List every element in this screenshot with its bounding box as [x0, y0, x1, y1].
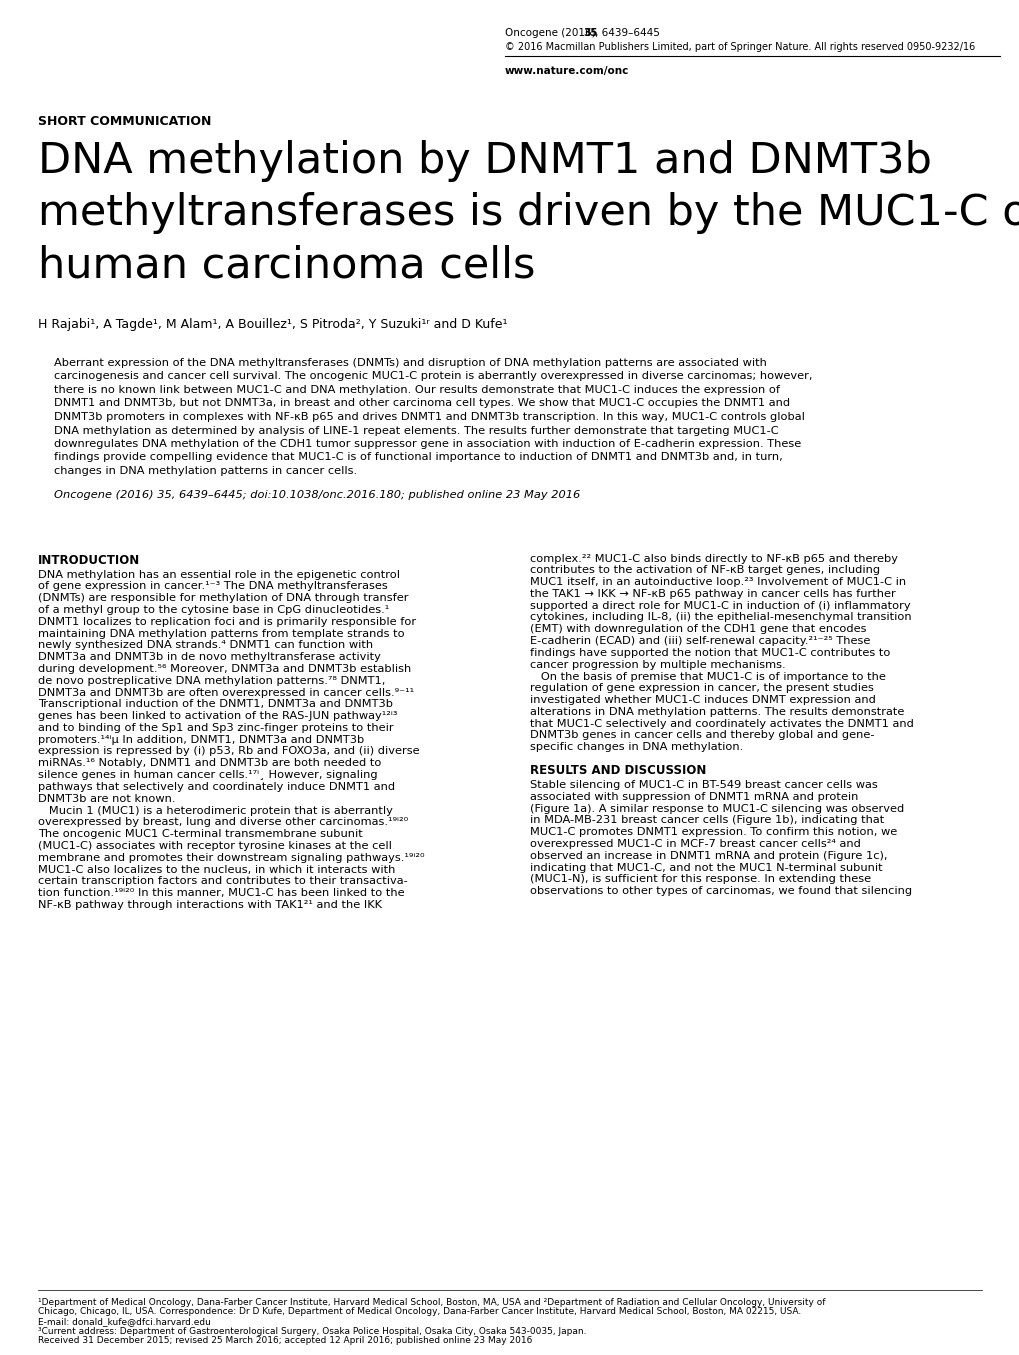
Text: Chicago, Chicago, IL, USA. Correspondence: Dr D Kufe, Department of Medical Onco: Chicago, Chicago, IL, USA. Correspondenc…	[38, 1308, 801, 1317]
Text: (Figure 1a). A similar response to MUC1-C silencing was observed: (Figure 1a). A similar response to MUC1-…	[530, 804, 904, 814]
Text: DNMT1 localizes to replication foci and is primarily responsible for: DNMT1 localizes to replication foci and …	[38, 617, 416, 627]
Text: (DNMTs) are responsible for methylation of DNA through transfer: (DNMTs) are responsible for methylation …	[38, 593, 408, 603]
Text: DNA methylation by DNMT1 and DNMT3b: DNA methylation by DNMT1 and DNMT3b	[38, 140, 931, 182]
Text: investigated whether MUC1-C induces DNMT expression and: investigated whether MUC1-C induces DNMT…	[530, 695, 875, 705]
Text: promoters.¹⁴ⁱµ In addition, DNMT1, DNMT3a and DNMT3b: promoters.¹⁴ⁱµ In addition, DNMT1, DNMT3…	[38, 734, 364, 745]
Text: alterations in DNA methylation patterns. The results demonstrate: alterations in DNA methylation patterns.…	[530, 707, 904, 717]
Text: MUC1-C promotes DNMT1 expression. To confirm this notion, we: MUC1-C promotes DNMT1 expression. To con…	[530, 828, 897, 837]
Text: H Rajabi¹, A Tagde¹, M Alam¹, A Bouillez¹, S Pitroda², Y Suzuki¹ʳ and D Kufe¹: H Rajabi¹, A Tagde¹, M Alam¹, A Bouillez…	[38, 318, 507, 331]
Text: DNMT1 and DNMT3b, but not DNMT3a, in breast and other carcinoma cell types. We s: DNMT1 and DNMT3b, but not DNMT3a, in bre…	[54, 398, 790, 408]
Text: expression is repressed by (i) p53, Rb and FOXO3a, and (ii) diverse: expression is repressed by (i) p53, Rb a…	[38, 747, 419, 756]
Text: DNMT3b are not known.: DNMT3b are not known.	[38, 794, 175, 804]
Text: (MUC1-C) associates with receptor tyrosine kinases at the cell: (MUC1-C) associates with receptor tyrosi…	[38, 841, 391, 851]
Text: SHORT COMMUNICATION: SHORT COMMUNICATION	[38, 115, 211, 127]
Text: silence genes in human cancer cells.¹⁷ⁱ¸ However, signaling: silence genes in human cancer cells.¹⁷ⁱ¸…	[38, 770, 377, 780]
Text: in MDA-MB-231 breast cancer cells (Figure 1b), indicating that: in MDA-MB-231 breast cancer cells (Figur…	[530, 816, 883, 825]
Text: membrane and promotes their downstream signaling pathways.¹⁹ⁱ²⁰: membrane and promotes their downstream s…	[38, 852, 424, 863]
Text: findings have supported the notion that MUC1-C contributes to: findings have supported the notion that …	[530, 648, 890, 659]
Text: certain transcription factors and contributes to their transactiva-: certain transcription factors and contri…	[38, 877, 408, 886]
Text: of gene expression in cancer.¹⁻³ The DNA methyltransferases: of gene expression in cancer.¹⁻³ The DNA…	[38, 581, 387, 591]
Text: cancer progression by multiple mechanisms.: cancer progression by multiple mechanism…	[530, 660, 785, 669]
Text: INTRODUCTION: INTRODUCTION	[38, 553, 141, 566]
Text: supported a direct role for MUC1-C in induction of (i) inflammatory: supported a direct role for MUC1-C in in…	[530, 600, 910, 611]
Text: there is no known link between MUC1-C and DNA methylation. Our results demonstra: there is no known link between MUC1-C an…	[54, 385, 780, 396]
Text: Mucin 1 (MUC1) is a heterodimeric protein that is aberrantly: Mucin 1 (MUC1) is a heterodimeric protei…	[38, 805, 392, 816]
Text: during development.⁵⁶ Moreover, DNMT3a and DNMT3b establish: during development.⁵⁶ Moreover, DNMT3a a…	[38, 664, 411, 673]
Text: MUC1 itself, in an autoinductive loop.²³ Involvement of MUC1-C in: MUC1 itself, in an autoinductive loop.²³…	[530, 577, 905, 587]
Text: downregulates DNA methylation of the CDH1 tumor suppressor gene in association w: downregulates DNA methylation of the CDH…	[54, 439, 801, 449]
Text: 35: 35	[583, 28, 597, 38]
Text: specific changes in DNA methylation.: specific changes in DNA methylation.	[530, 743, 743, 752]
Text: , 6439–6445: , 6439–6445	[594, 28, 659, 38]
Text: Oncogene (2016) 35, 6439–6445; doi:10.1038/onc.2016.180; published online 23 May: Oncogene (2016) 35, 6439–6445; doi:10.10…	[54, 489, 580, 500]
Text: observed an increase in DNMT1 mRNA and protein (Figure 1c),: observed an increase in DNMT1 mRNA and p…	[530, 851, 887, 860]
Text: findings provide compelling evidence that MUC1-C is of functional importance to : findings provide compelling evidence tha…	[54, 453, 782, 462]
Text: E-cadherin (ECAD) and (iii) self-renewal capacity.²¹⁻²⁵ These: E-cadherin (ECAD) and (iii) self-renewal…	[530, 635, 869, 646]
Text: DNA methylation as determined by analysis of LINE-1 repeat elements. The results: DNA methylation as determined by analysi…	[54, 425, 777, 435]
Text: complex.²² MUC1-C also binds directly to NF-κB p65 and thereby: complex.²² MUC1-C also binds directly to…	[530, 553, 897, 564]
Text: indicating that MUC1-C, and not the MUC1 N-terminal subunit: indicating that MUC1-C, and not the MUC1…	[530, 863, 881, 873]
Text: NF-κB pathway through interactions with TAK1²¹ and the IKK: NF-κB pathway through interactions with …	[38, 900, 382, 911]
Text: contributes to the activation of NF-κB target genes, including: contributes to the activation of NF-κB t…	[530, 565, 879, 576]
Text: de novo postreplicative DNA methylation patterns.⁷⁸ DNMT1,: de novo postreplicative DNA methylation …	[38, 676, 385, 686]
Text: DNMT3a and DNMT3b in de novo methyltransferase activity: DNMT3a and DNMT3b in de novo methyltrans…	[38, 652, 380, 663]
Text: the TAK1 → IKK → NF-κB p65 pathway in cancer cells has further: the TAK1 → IKK → NF-κB p65 pathway in ca…	[530, 589, 895, 599]
Text: Oncogene (2016): Oncogene (2016)	[504, 28, 598, 38]
Text: maintaining DNA methylation patterns from template strands to: maintaining DNA methylation patterns fro…	[38, 629, 405, 638]
Text: overexpressed by breast, lung and diverse other carcinomas.¹⁹ⁱ²⁰: overexpressed by breast, lung and divers…	[38, 817, 408, 828]
Text: associated with suppression of DNMT1 mRNA and protein: associated with suppression of DNMT1 mRN…	[530, 791, 858, 802]
Text: overexpressed MUC1-C in MCF-7 breast cancer cells²⁴ and: overexpressed MUC1-C in MCF-7 breast can…	[530, 839, 860, 850]
Text: Received 31 December 2015; revised 25 March 2016; accepted 12 April 2016; publis: Received 31 December 2015; revised 25 Ma…	[38, 1336, 532, 1346]
Text: miRNAs.¹⁶ Notably, DNMT1 and DNMT3b are both needed to: miRNAs.¹⁶ Notably, DNMT1 and DNMT3b are …	[38, 759, 381, 768]
Text: tion function.¹⁹ⁱ²⁰ In this manner, MUC1-C has been linked to the: tion function.¹⁹ⁱ²⁰ In this manner, MUC1…	[38, 888, 405, 898]
Text: regulation of gene expression in cancer, the present studies: regulation of gene expression in cancer,…	[530, 683, 873, 694]
Text: On the basis of premise that MUC1-C is of importance to the: On the basis of premise that MUC1-C is o…	[530, 672, 886, 682]
Text: MUC1-C also localizes to the nucleus, in which it interacts with: MUC1-C also localizes to the nucleus, in…	[38, 864, 395, 874]
Text: E-mail: donald_kufe@dfci.harvard.edu: E-mail: donald_kufe@dfci.harvard.edu	[38, 1317, 211, 1327]
Text: pathways that selectively and coordinately induce DNMT1 and: pathways that selectively and coordinate…	[38, 782, 394, 791]
Text: newly synthesized DNA strands.⁴ DNMT1 can function with: newly synthesized DNA strands.⁴ DNMT1 ca…	[38, 641, 373, 650]
Text: DNMT3b genes in cancer cells and thereby global and gene-: DNMT3b genes in cancer cells and thereby…	[530, 730, 873, 740]
Text: that MUC1-C selectively and coordinately activates the DNMT1 and: that MUC1-C selectively and coordinately…	[530, 718, 913, 729]
Text: and to binding of the Sp1 and Sp3 zinc-finger proteins to their: and to binding of the Sp1 and Sp3 zinc-f…	[38, 724, 393, 733]
Text: of a methyl group to the cytosine base in CpG dinucleotides.¹: of a methyl group to the cytosine base i…	[38, 604, 389, 615]
Text: human carcinoma cells: human carcinoma cells	[38, 244, 535, 286]
Text: Transcriptional induction of the DNMT1, DNMT3a and DNMT3b: Transcriptional induction of the DNMT1, …	[38, 699, 392, 709]
Text: changes in DNA methylation patterns in cancer cells.: changes in DNA methylation patterns in c…	[54, 466, 357, 476]
Text: www.nature.com/onc: www.nature.com/onc	[504, 66, 629, 76]
Text: RESULTS AND DISCUSSION: RESULTS AND DISCUSSION	[530, 764, 706, 778]
Text: © 2016 Macmillan Publishers Limited, part of Springer Nature. All rights reserve: © 2016 Macmillan Publishers Limited, par…	[504, 42, 974, 51]
Text: cytokines, including IL-8, (ii) the epithelial-mesenchymal transition: cytokines, including IL-8, (ii) the epit…	[530, 612, 911, 622]
Text: observations to other types of carcinomas, we found that silencing: observations to other types of carcinoma…	[530, 886, 911, 896]
Text: DNMT3a and DNMT3b are often overexpressed in cancer cells.⁹⁻¹¹: DNMT3a and DNMT3b are often overexpresse…	[38, 687, 414, 698]
Text: methyltransferases is driven by the MUC1-C oncoprotein in: methyltransferases is driven by the MUC1…	[38, 192, 1019, 234]
Text: Stable silencing of MUC1-C in BT-549 breast cancer cells was: Stable silencing of MUC1-C in BT-549 bre…	[530, 780, 877, 790]
Text: (EMT) with downregulation of the CDH1 gene that encodes: (EMT) with downregulation of the CDH1 ge…	[530, 625, 866, 634]
Text: DNMT3b promoters in complexes with NF-κB p65 and drives DNMT1 and DNMT3b transcr: DNMT3b promoters in complexes with NF-κB…	[54, 412, 804, 421]
Text: Aberrant expression of the DNA methyltransferases (DNMTs) and disruption of DNA : Aberrant expression of the DNA methyltra…	[54, 358, 766, 369]
Text: ¹Department of Medical Oncology, Dana-Farber Cancer Institute, Harvard Medical S: ¹Department of Medical Oncology, Dana-Fa…	[38, 1298, 824, 1308]
Text: The oncogenic MUC1 C-terminal transmembrane subunit: The oncogenic MUC1 C-terminal transmembr…	[38, 829, 363, 839]
Text: (MUC1-N), is sufficient for this response. In extending these: (MUC1-N), is sufficient for this respons…	[530, 874, 870, 885]
Text: DNA methylation has an essential role in the epigenetic control: DNA methylation has an essential role in…	[38, 569, 399, 580]
Text: carcinogenesis and cancer cell survival. The oncogenic MUC1-C protein is aberran: carcinogenesis and cancer cell survival.…	[54, 371, 812, 382]
Text: ³Current address: Department of Gastroenterological Surgery, Osaka Police Hospit: ³Current address: Department of Gastroen…	[38, 1327, 586, 1336]
Text: genes has been linked to activation of the RAS-JUN pathway¹²ⁱ³: genes has been linked to activation of t…	[38, 711, 397, 721]
